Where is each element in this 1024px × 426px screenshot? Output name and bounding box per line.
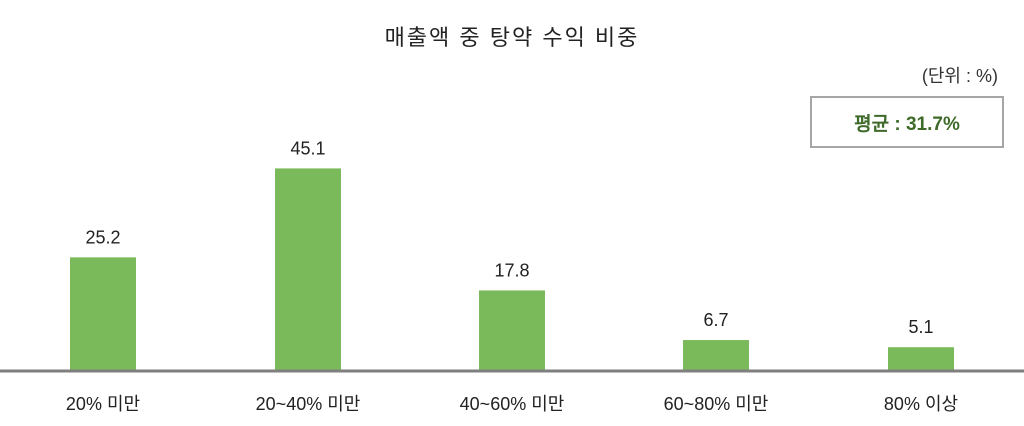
data-label: 6.7: [703, 310, 728, 330]
data-label: 17.8: [494, 260, 529, 280]
bar: [70, 257, 136, 370]
x-tick-label: 40~60% 미만: [460, 394, 565, 414]
x-tick-label: 20~40% 미만: [256, 394, 361, 414]
bar: [888, 347, 954, 370]
average-label: 평균 : 31.7%: [854, 113, 960, 135]
bar: [275, 168, 341, 370]
bar: [683, 340, 749, 370]
data-label: 25.2: [85, 227, 120, 247]
chart-title: 매출액 중 탕약 수익 비중: [384, 25, 640, 50]
data-label: 45.1: [290, 138, 325, 158]
average-box: 평균 : 31.7%: [810, 96, 1004, 148]
data-label: 5.1: [908, 317, 933, 337]
x-tick-label: 80% 이상: [884, 394, 958, 414]
unit-label: (단위 : %): [921, 66, 998, 86]
bar: [479, 290, 545, 370]
x-tick-label: 20% 미만: [66, 394, 140, 414]
x-tick-label: 60~80% 미만: [664, 394, 769, 414]
